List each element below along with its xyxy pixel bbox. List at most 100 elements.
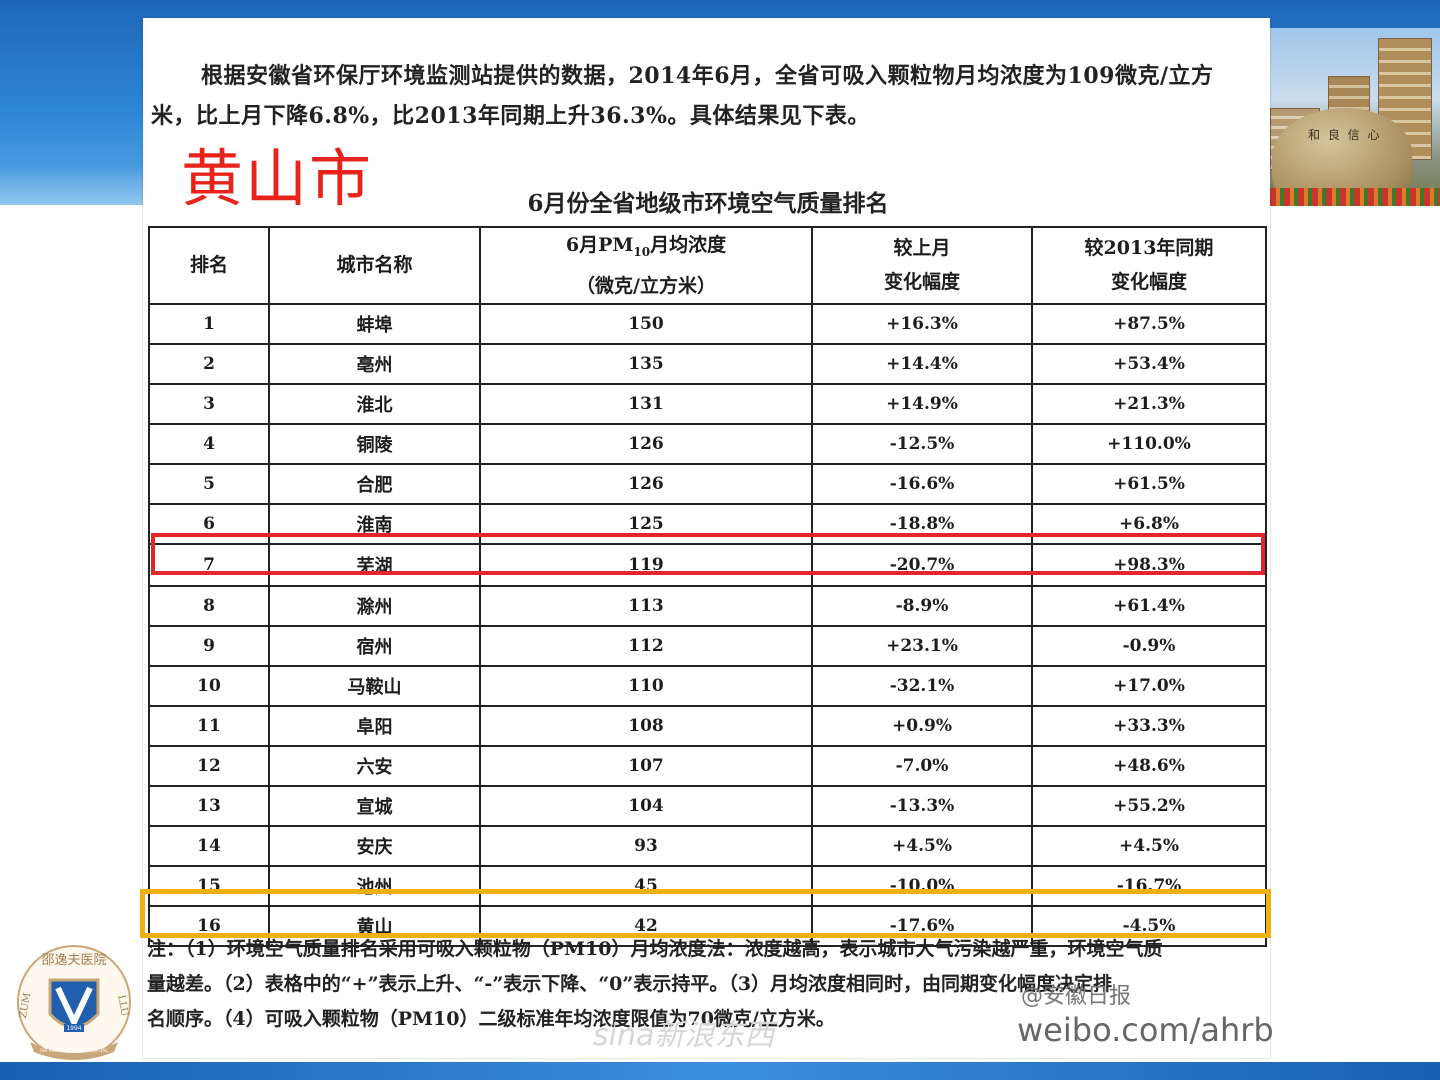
svg-text:ZUM: ZUM (18, 992, 33, 1019)
highlight-box-wuhu (151, 533, 1265, 575)
cell-mom: -18.8% (811, 502, 1033, 545)
cell-mom: -32.1% (811, 664, 1033, 707)
cell-pm10: 119 (479, 542, 813, 587)
cell-rank: 4 (148, 422, 270, 465)
cell-pm10: 113 (479, 584, 813, 627)
cell-rank: 11 (148, 704, 270, 747)
photo-rock (1272, 108, 1412, 203)
cell-pm10: 125 (479, 502, 813, 545)
cell-rank: 15 (148, 864, 270, 907)
cell-pm10: 112 (479, 624, 813, 667)
cell-city: 六安 (268, 744, 481, 787)
cell-pm10: 126 (479, 462, 813, 505)
news-document-image: 根据安徽省环保厅环境监测站提供的数据，2014年6月，全省可吸入颗粒物月均浓度为… (143, 18, 1274, 1058)
cell-pm10: 126 (479, 422, 813, 465)
table-row: 5 合肥 126 -16.6% +61.5% (148, 462, 1267, 505)
cell-yoy: +61.5% (1031, 462, 1267, 505)
header-rank: 排名 (148, 226, 270, 305)
cell-rank: 7 (148, 542, 270, 587)
cell-yoy: +4.5% (1031, 824, 1267, 867)
table-row: 10 马鞍山 110 -32.1% +17.0% (148, 664, 1267, 707)
cell-city: 铜陵 (268, 422, 481, 465)
header-pm10-unit: （微克/立方米） (576, 274, 716, 297)
cell-mom: +14.4% (811, 342, 1033, 385)
header-mom-line2: 变化幅度 (883, 271, 960, 294)
table-row: 7 芜湖 119 -20.7% +98.3% (148, 542, 1267, 587)
cell-city: 滁州 (268, 584, 481, 627)
table-row: 9 宿州 112 +23.1% -0.9% (148, 624, 1267, 667)
cell-yoy: +55.2% (1031, 784, 1267, 827)
cell-mom: -12.5% (811, 422, 1033, 465)
table-row: 16 黄山 42 -17.6% -4.5% (148, 904, 1267, 947)
cell-city: 蚌埠 (268, 302, 481, 345)
cell-pm10: 107 (479, 744, 813, 787)
cell-pm10: 150 (479, 302, 813, 345)
header-yoy-line1: 较2013年同期 (1084, 237, 1214, 260)
header-pm10-sub: 10 (633, 244, 651, 259)
svg-text:1994: 1994 (66, 1025, 81, 1032)
table-row: 3 淮北 131 +14.9% +21.3% (148, 382, 1267, 425)
table-header-row: 排名 城市名称 6月PM10月均浓度 （微克/立方米） 较上月 变化幅度 较20… (148, 226, 1267, 305)
cell-pm10: 45 (479, 864, 813, 907)
cell-city: 合肥 (268, 462, 481, 505)
note-line: 名顺序。（4）可吸入颗粒物（PM10）二级标准年均浓度限值为70微克/立方米。 (147, 1008, 835, 1030)
cell-city: 芜湖 (268, 542, 481, 587)
header-mom-line1: 较上月 (893, 237, 951, 260)
city-title: 黄山市 (181, 142, 374, 215)
svg-text:LLU: LLU (115, 994, 130, 1017)
cell-yoy: +6.8% (1031, 502, 1267, 545)
ranking-table-body: 1 蚌埠 150 +16.3% +87.5% 2 亳州 135 +14.4% +53.4% 3 淮北 1… (148, 302, 1267, 947)
cell-rank: 14 (148, 824, 270, 867)
cell-mom: +23.1% (811, 624, 1033, 667)
cell-city: 阜阳 (268, 704, 481, 747)
cell-pm10: 110 (479, 664, 813, 707)
cell-yoy: +17.0% (1031, 664, 1267, 707)
cell-rank: 10 (148, 664, 270, 707)
cell-rank: 5 (148, 462, 270, 505)
header-city: 城市名称 (268, 226, 481, 305)
header-yoy: 较2013年同期 变化幅度 (1031, 226, 1267, 305)
cell-mom: -8.9% (811, 584, 1033, 627)
cell-rank: 2 (148, 342, 270, 385)
cell-city: 亳州 (268, 342, 481, 385)
sina-watermark: sina新浪东西 (593, 1018, 775, 1053)
table-row: 14 安庆 93 +4.5% +4.5% (148, 824, 1267, 867)
table-row: 1 蚌埠 150 +16.3% +87.5% (148, 302, 1267, 345)
cell-mom: +0.9% (811, 704, 1033, 747)
cell-yoy: +33.3% (1031, 704, 1267, 747)
table-row: 13 宣城 104 -13.3% +55.2% (148, 784, 1267, 827)
table-row: 8 滁州 113 -8.9% +61.4% (148, 584, 1267, 627)
svg-text:邵逸夫医院: 邵逸夫医院 (41, 953, 106, 968)
cell-yoy: -4.5% (1031, 904, 1267, 947)
note-line: 注：（1）环境空气质量排名采用可吸入颗粒物（PM10）月均浓度法：浓度越高，表示… (147, 938, 1163, 960)
table-row: 2 亳州 135 +14.4% +53.4% (148, 342, 1267, 385)
cell-yoy: +53.4% (1031, 342, 1267, 385)
table-row: 4 铜陵 126 -12.5% +110.0% (148, 422, 1267, 465)
cell-mom: +16.3% (811, 302, 1033, 345)
cell-rank: 6 (148, 502, 270, 545)
header-mom: 较上月 变化幅度 (811, 226, 1033, 305)
hospital-logo: 1994 邵逸夫医院 ZUM LLU SIR RUN RUN SHAW HOSP… (17, 945, 131, 1060)
cell-pm10: 108 (479, 704, 813, 747)
cell-mom: +14.9% (811, 382, 1033, 425)
cell-mom: -17.6% (811, 904, 1033, 947)
cell-yoy: +61.4% (1031, 584, 1267, 627)
cell-rank: 16 (148, 904, 270, 947)
rock-inscription: 和 良 信 心 (1308, 128, 1382, 142)
cell-mom: -13.3% (811, 784, 1033, 827)
note-line: 量越差。（2）表格中的“+”表示上升、“-”表示下降、“0”表示持平。（3）月均… (147, 973, 1113, 995)
cell-city: 淮南 (268, 502, 481, 545)
table-row: 6 淮南 125 -18.8% +6.8% (148, 502, 1267, 545)
cell-yoy: +21.3% (1031, 382, 1267, 425)
cell-pm10: 42 (479, 904, 813, 947)
header-pm10-label: 6月PM (565, 234, 634, 256)
cell-rank: 8 (148, 584, 270, 627)
table-title: 6月份全省地级市环境空气质量排名 (527, 190, 889, 217)
photo-flowers (1270, 188, 1440, 206)
cell-yoy: -0.9% (1031, 624, 1267, 667)
header-pm10: 6月PM10月均浓度 （微克/立方米） (479, 226, 813, 305)
cell-city: 宿州 (268, 624, 481, 667)
cell-rank: 9 (148, 624, 270, 667)
cell-city: 安庆 (268, 824, 481, 867)
cell-pm10: 104 (479, 784, 813, 827)
